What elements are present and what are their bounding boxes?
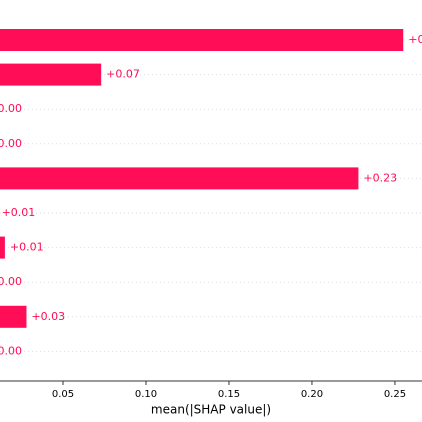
bar [0, 29, 404, 51]
value-label: +0.03 [31, 310, 65, 323]
value-label: +0.00 [0, 137, 22, 150]
bar [0, 167, 359, 190]
bar [0, 63, 102, 86]
value-label: +0.00 [0, 275, 22, 288]
value-label: +0.00 [0, 102, 22, 115]
x-tick-label: 0.15 [218, 389, 240, 400]
value-label: +0.07 [106, 68, 140, 81]
x-tick-label: 0.25 [384, 389, 406, 400]
value-label: +0.00 [0, 344, 22, 357]
value-label: +0.25 [408, 33, 422, 46]
value-label: +0.01 [2, 206, 36, 219]
bar [0, 305, 27, 328]
x-axis-title: mean(|SHAP value|) [151, 403, 271, 417]
x-tick-label: 0.20 [301, 389, 323, 400]
x-tick-label: 0.10 [135, 389, 157, 400]
value-label: +0.01 [10, 241, 44, 254]
value-label: +0.23 [363, 171, 397, 184]
x-tick-label: 0.05 [52, 389, 74, 400]
bar [0, 236, 5, 259]
